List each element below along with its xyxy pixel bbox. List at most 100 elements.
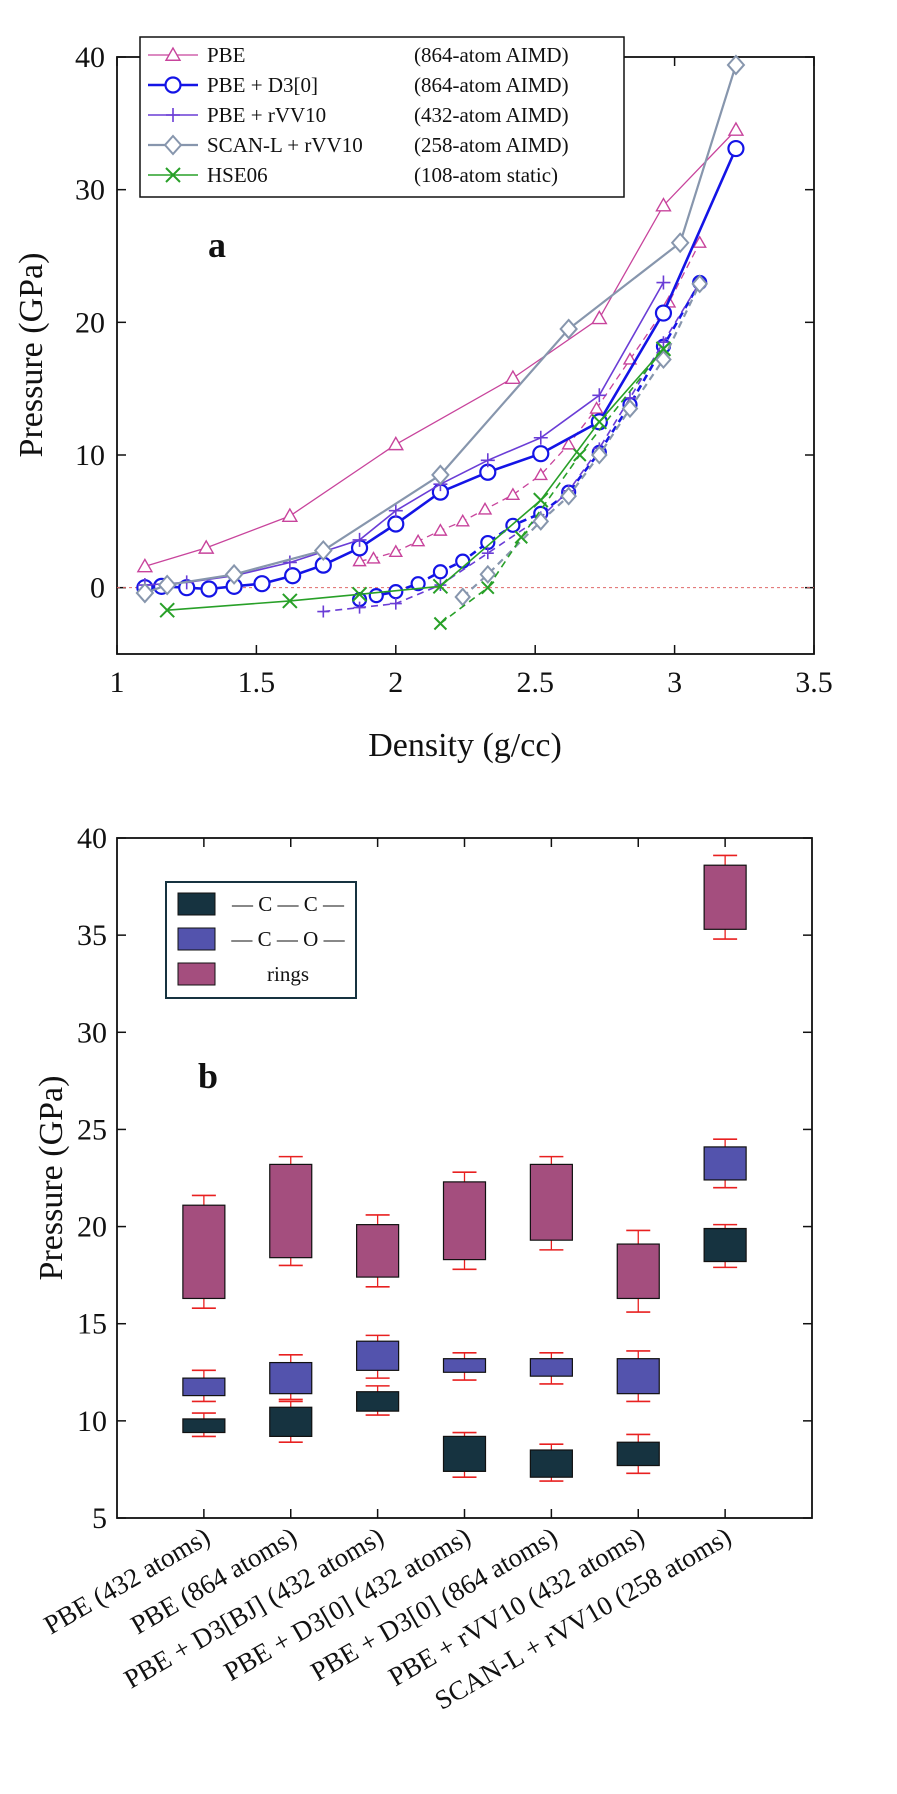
legend-label: rings — [267, 962, 309, 986]
data-point — [352, 532, 367, 547]
legend-swatch — [177, 962, 216, 986]
data-point — [726, 54, 746, 76]
data-point — [533, 492, 549, 508]
box-rect — [182, 1418, 226, 1434]
series-line — [144, 64, 737, 595]
data-point — [224, 563, 244, 585]
data-point — [200, 580, 218, 598]
data-point-dashed — [655, 349, 672, 369]
data-point-dashed — [432, 564, 449, 580]
box-rect — [356, 1391, 400, 1412]
y-tick-label: 20 — [77, 1211, 107, 1244]
panel-a-legend-box — [139, 36, 625, 198]
box-scan-l-rvv10-258-atoms — [703, 1223, 747, 1269]
panel-b-legend: — C — C — — C — O — rings — [165, 881, 357, 999]
data-point — [432, 578, 449, 595]
box-pbe-d3-0-432-atoms — [442, 1431, 487, 1478]
box-rect — [269, 1406, 313, 1438]
data-point — [198, 539, 215, 554]
y-tick-label: 0 — [90, 572, 105, 605]
legend-note: (864-atom AIMD) — [414, 43, 569, 67]
y-tick-label: 15 — [77, 1308, 107, 1341]
box-series-rings — [182, 854, 747, 1313]
legend-note: (864-atom AIMD) — [414, 73, 569, 97]
legend-swatch — [177, 892, 216, 916]
box-rect — [442, 1435, 487, 1472]
data-point — [504, 369, 522, 385]
data-point-dashed — [622, 352, 638, 365]
box-pbe-432-atoms — [182, 1412, 226, 1438]
box-pbe-d3-0-864-atoms — [529, 1155, 573, 1251]
box-pbe-d3-bj-432-atoms — [356, 1334, 400, 1379]
data-point — [431, 464, 450, 486]
data-point-dashed — [479, 564, 497, 584]
box-pbe-d3-0-864-atoms — [529, 1443, 573, 1482]
x-tick-label: 2 — [388, 666, 403, 699]
data-point-dashed — [657, 336, 670, 349]
data-point — [654, 304, 673, 322]
box-pbe-d3-0-432-atoms — [442, 1352, 487, 1381]
data-point — [313, 540, 333, 562]
data-point — [135, 582, 155, 604]
data-point-dashed — [388, 544, 404, 558]
data-point-dashed — [692, 235, 707, 248]
data-point — [480, 453, 495, 468]
box-pbe-d3-0-864-atoms — [529, 1352, 573, 1385]
box-rect — [182, 1204, 226, 1300]
data-point-dashed — [366, 551, 381, 564]
box-rect — [529, 1163, 573, 1241]
box-pbe-432-atoms — [182, 1369, 226, 1403]
panel-b-ticks: 5 10 15 20 25 30 35 40 — [77, 822, 812, 1535]
data-point-dashed — [433, 616, 448, 631]
data-point — [656, 275, 671, 290]
data-point-dashed — [573, 448, 587, 462]
box-pbe-864-atoms — [269, 1354, 313, 1401]
x-tick-label: 2.5 — [516, 666, 554, 699]
y-tick-label: 20 — [75, 306, 105, 339]
data-point-dashed — [505, 487, 521, 500]
data-point — [591, 414, 608, 430]
box-rect — [442, 1181, 487, 1261]
data-point-dashed — [352, 553, 367, 567]
data-point-dashed — [691, 274, 709, 294]
data-point — [388, 503, 403, 518]
data-point-dashed — [533, 467, 548, 481]
box-rect — [356, 1340, 400, 1371]
data-point-dashed — [532, 511, 550, 531]
panel-b-y-axis-title: Pressure (GPa) — [33, 1076, 70, 1281]
legend-label: — C — C — — [231, 892, 345, 916]
data-point-dashed — [590, 445, 608, 465]
box-pbe-432-atoms — [182, 1194, 226, 1309]
y-tick-label: 10 — [75, 439, 105, 472]
data-point-dashed — [455, 513, 470, 527]
data-point — [559, 318, 578, 340]
y-tick-label: 25 — [77, 1113, 107, 1146]
data-point — [533, 430, 548, 445]
panel-b-box-chart: 5 10 15 20 25 30 35 40 Pressure (GPa) b — C — C… — [33, 822, 813, 1716]
box-rect — [442, 1358, 487, 1373]
x-tick-label: 3.5 — [795, 666, 833, 699]
box-pbe-d3-0-432-atoms — [442, 1171, 487, 1271]
box-pbe-rvv10-432-atoms — [616, 1229, 660, 1313]
data-point-dashed — [317, 605, 330, 618]
data-point — [727, 139, 745, 158]
series-dashed-line — [439, 348, 665, 625]
box-rect — [529, 1449, 573, 1478]
data-point-dashed — [477, 501, 493, 515]
series-dashed-line — [461, 283, 701, 598]
panel-a-series — [135, 54, 746, 631]
y-tick-label: 10 — [77, 1405, 107, 1438]
data-point — [670, 232, 690, 254]
data-point-dashed — [481, 580, 495, 595]
data-point — [387, 435, 405, 451]
legend-marker — [166, 108, 180, 122]
y-tick-label: 40 — [77, 822, 107, 855]
data-point — [253, 575, 271, 593]
box-pbe-rvv10-432-atoms — [616, 1350, 660, 1403]
data-point — [159, 602, 175, 618]
box-pbe-rvv10-432-atoms — [616, 1433, 660, 1475]
legend-label: HSE06 — [207, 163, 268, 187]
y-tick-label: 40 — [75, 41, 105, 74]
legend-swatch — [177, 927, 216, 951]
box-series-c-c — [182, 1223, 747, 1482]
